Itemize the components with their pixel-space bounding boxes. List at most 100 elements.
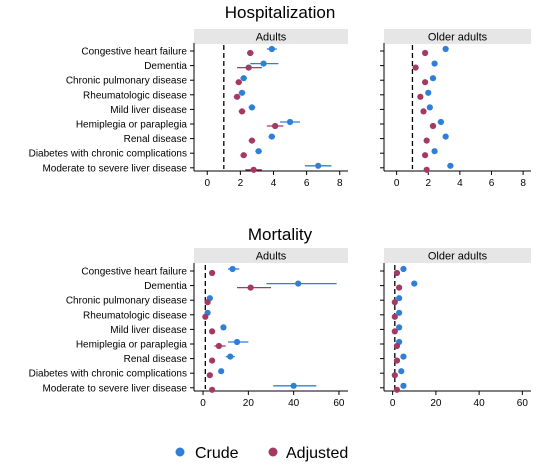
adjusted-point (393, 357, 401, 364)
x-tick-label: 8 (520, 178, 526, 189)
x-tick-label: 4 (271, 178, 277, 189)
panel-title: Older adults (428, 32, 488, 44)
crude-point (268, 133, 275, 140)
crude-point (229, 265, 236, 273)
adjusted-point (235, 79, 242, 86)
adjusted-point (202, 313, 209, 320)
category-label: Chronic pulmonary disease (66, 76, 188, 87)
adjusted-point (233, 93, 241, 100)
adjusted-point (272, 122, 279, 130)
x-tick-label: 60 (333, 398, 345, 409)
adjusted-point (421, 79, 429, 86)
panel-strip (194, 29, 348, 44)
panel-strip (384, 248, 531, 263)
crude-point (248, 104, 256, 111)
x-tick-label: 40 (288, 398, 300, 409)
panel-strip (194, 248, 348, 263)
crude-point (431, 148, 438, 155)
crude-point (238, 89, 246, 96)
section-titles: Hospitalization Mortality (225, 3, 336, 244)
adjusted-point (423, 166, 430, 173)
panel-mortality-adults: Adults 0 20 40 60 Congestive heart failure Dem… (29, 248, 348, 409)
adjusted-point (421, 49, 429, 57)
crude-point (290, 382, 297, 389)
x-tick-label: 6 (489, 178, 495, 189)
category-label: Dementia (144, 281, 187, 292)
category-label: Diabetes with chronic complications (29, 369, 187, 380)
adjusted-point (206, 372, 213, 379)
crude-point (268, 45, 275, 53)
crude-point (437, 118, 445, 126)
panel-hospitalization-older-adults: Older adults 0 2 4 6 8 (380, 29, 531, 189)
legend-adjusted-marker (268, 447, 278, 457)
adjusted-point (209, 386, 216, 393)
chart-panels: Adults 0 2 4 6 8 Congestive heart failure Demen… (29, 29, 531, 409)
x-tick-label: 2 (238, 178, 244, 189)
category-label: Congestive heart failure (81, 267, 187, 278)
crude-point (255, 148, 262, 155)
x-tick-label: 4 (457, 178, 463, 189)
panel-title: Older adults (428, 251, 488, 263)
adjusted-point (396, 284, 403, 291)
adjusted-point (247, 284, 254, 291)
adjusted-point (423, 137, 430, 144)
adjusted-point (393, 269, 401, 277)
crude-point (396, 295, 403, 302)
legend: Crude Adjusted (175, 445, 348, 462)
x-tick-label: 60 (517, 398, 529, 409)
crude-point (220, 324, 227, 331)
x-tick-label: 8 (337, 178, 343, 189)
adjusted-point (209, 269, 216, 277)
x-tick-label: 20 (430, 398, 442, 409)
x-tick-label: 40 (474, 398, 486, 409)
adjusted-point (250, 166, 257, 173)
crude-point (227, 353, 234, 360)
category-label: Diabetes with chronic complications (29, 149, 187, 160)
crude-point (218, 368, 225, 375)
adjusted-point (215, 342, 223, 350)
x-tick-label: 0 (390, 398, 396, 409)
section-title-mortality: Mortality (248, 225, 313, 244)
x-tick-label: 2 (425, 178, 431, 189)
crude-point (400, 353, 407, 360)
crude-point (442, 133, 449, 140)
x-tick-label: 0 (204, 178, 210, 189)
crude-point (425, 89, 432, 96)
crude-point (396, 309, 403, 316)
adjusted-point (391, 313, 398, 320)
category-label: Chronic pulmonary disease (66, 296, 188, 307)
crude-point (429, 75, 437, 82)
adjusted-point (420, 108, 427, 115)
panel-hospitalization-adults: Adults 0 2 4 6 8 Congestive heart failure Demen… (29, 29, 348, 189)
legend-adjusted-label: Adjusted (286, 445, 348, 462)
category-label: Mild liver disease (110, 325, 187, 336)
crude-point (442, 45, 449, 53)
crude-point (295, 280, 302, 287)
x-tick-label: 20 (243, 398, 255, 409)
adjusted-point (421, 152, 429, 159)
panel-mortality-older-adults: Older adults 0 20 40 60 (380, 248, 531, 409)
section-title-hospitalization: Hospitalization (225, 3, 336, 22)
x-tick-label: 0 (394, 178, 400, 189)
legend-crude-label: Crude (195, 445, 239, 462)
adjusted-point (391, 299, 398, 306)
x-tick-label: 0 (200, 398, 206, 409)
crude-point (411, 280, 418, 287)
category-label: Moderate to severe liver disease (42, 163, 187, 174)
x-tick-label: 6 (304, 178, 310, 189)
adjusted-point (393, 342, 401, 350)
adjusted-point (393, 386, 401, 393)
category-label: Moderate to severe liver disease (42, 383, 187, 394)
adjusted-point (238, 108, 246, 115)
category-label: Mild liver disease (110, 105, 187, 116)
crude-point (315, 162, 322, 169)
crude-point (233, 338, 241, 346)
adjusted-point (204, 299, 211, 306)
category-label: Dementia (144, 61, 187, 72)
category-label: Rheumatologic disease (83, 90, 187, 101)
crude-point (431, 60, 438, 67)
adjusted-point (412, 64, 419, 71)
adjusted-point (245, 64, 252, 71)
adjusted-point (417, 93, 424, 100)
